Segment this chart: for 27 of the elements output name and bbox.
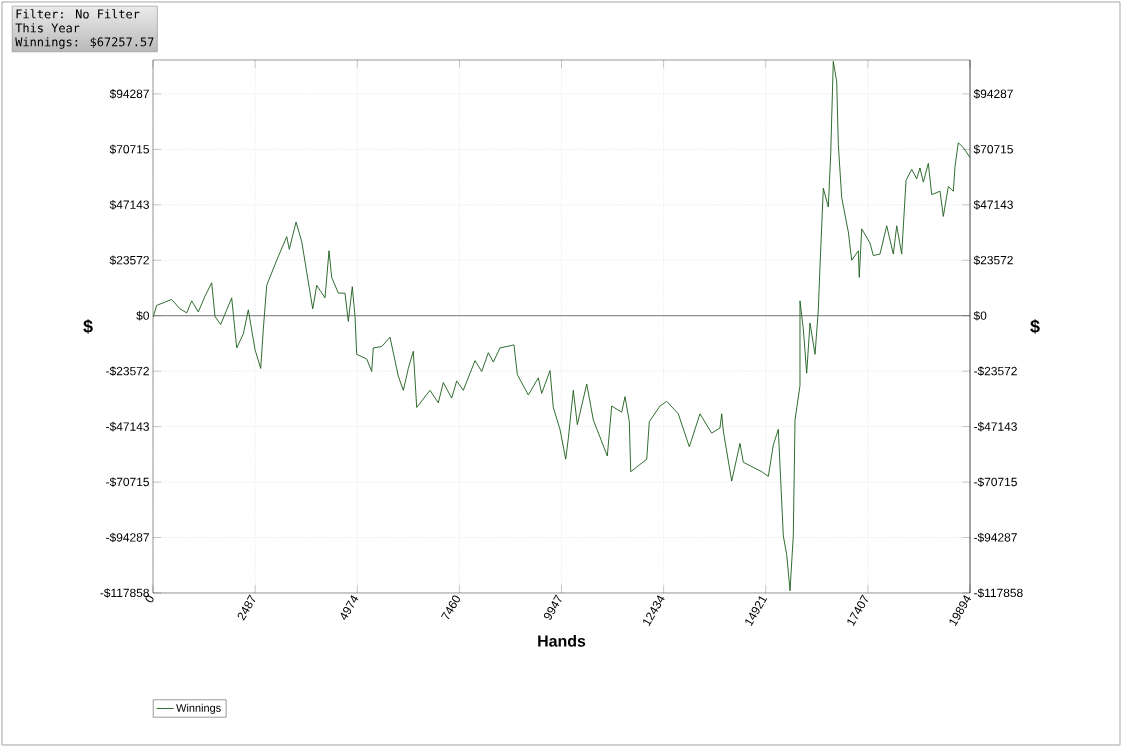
y2-tick-label: -$70715 [974,477,1017,487]
text: Winnings: $67257.57 [15,37,154,49]
y-tick-label: -$23572 [106,366,149,377]
y2-tick-label: -$23572 [974,366,1017,377]
y2-tick-label: $70715 [973,144,1013,155]
y2-axis-title: $ [1030,319,1040,334]
y-tick-label: -$47143 [106,421,149,432]
y2-tick-label: -$94287 [974,532,1017,543]
y-tick-label: $0 [136,310,150,321]
y-tick-label: -$70715 [106,477,149,487]
line-series [153,60,971,592]
y2-tick-label: $47143 [973,199,1013,210]
y-tick-label: $47143 [109,199,149,210]
y-tick-label: $23572 [109,255,149,266]
y-tick-label: -$94287 [106,532,149,543]
y-tick-label: $94287 [109,89,149,99]
y2-tick-label: $23572 [973,255,1013,266]
x-axis-title: Hands [538,635,586,647]
y2-tick-label: -$47143 [974,421,1017,432]
y2-tick-label: $0 [973,310,987,321]
y-axis-title: $ [83,319,93,334]
text: Filter: No Filter [16,9,140,19]
legend-label: Winnings [176,703,221,714]
y2-tick-label: -$117858 [974,588,1023,598]
y-tick-label: $70715 [109,144,149,155]
text: This Year [15,23,80,33]
y2-tick-label: $94287 [973,89,1013,99]
